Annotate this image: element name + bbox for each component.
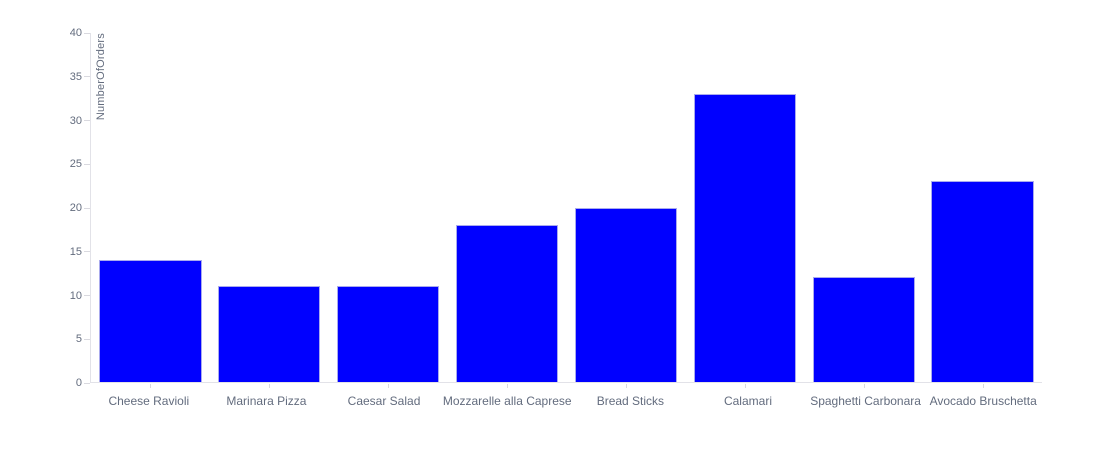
bar-calamari[interactable]	[693, 94, 796, 382]
bar-marinara-pizza[interactable]	[218, 286, 321, 382]
bar-mozzarelle-alla-caprese[interactable]	[455, 224, 559, 382]
x-axis-label: Calamari	[723, 394, 772, 408]
y-tick-mark	[84, 338, 90, 340]
x-axis-label: Mozzarelle alla Caprese	[442, 394, 572, 408]
x-tick-mark	[506, 384, 508, 388]
bar-spaghetti-carbonara[interactable]	[812, 277, 915, 382]
x-tick-mark	[625, 384, 627, 388]
y-tick-mark	[84, 251, 90, 253]
bar-cheese-ravioli[interactable]	[99, 259, 202, 382]
bar-slot	[685, 33, 804, 382]
plot-area	[90, 33, 1042, 383]
x-tick-mark	[387, 384, 389, 388]
bars-container	[91, 33, 1042, 382]
y-tick-mark	[84, 76, 90, 78]
y-tick-mark	[84, 207, 90, 209]
y-tick-mark	[84, 120, 90, 121]
y-tick-label: 15	[69, 245, 82, 258]
x-tick-mark	[149, 384, 151, 388]
bar-slot	[567, 33, 686, 382]
bar-slot	[210, 33, 329, 382]
x-axis-labels: Cheese Ravioli Marinara Pizza Caesar Salad…	[90, 394, 1042, 408]
x-axis-label: Marinara Pizza	[226, 394, 307, 408]
bar-caesar-salad[interactable]	[337, 286, 440, 382]
y-tick-label: 0	[75, 377, 82, 389]
bar-slot	[329, 33, 448, 382]
y-tick-label: 10	[69, 289, 82, 302]
bar-avocado-bruschetta[interactable]	[931, 181, 1034, 382]
y-tick-label: 5	[75, 333, 82, 346]
x-axis-label: Avocado Bruschetta	[929, 394, 1037, 408]
y-tick-mark	[84, 163, 90, 165]
x-axis-label: Caesar Salad	[347, 394, 421, 408]
x-axis-label: Spaghetti Carbonara	[810, 394, 921, 408]
y-tick-mark	[84, 295, 90, 296]
y-tick-label: 30	[69, 114, 82, 127]
y-tick-mark	[84, 382, 90, 384]
bar-bread-sticks[interactable]	[574, 207, 678, 382]
y-tick-label: 40	[69, 27, 82, 39]
bar-slot	[91, 33, 210, 382]
y-tick-label: 20	[69, 202, 82, 214]
bar-slot	[923, 33, 1042, 382]
x-tick-mark	[982, 384, 984, 388]
y-tick-label: 25	[69, 158, 82, 171]
y-tick-label: 35	[69, 70, 82, 83]
bar-slot	[448, 33, 567, 382]
x-axis-label: Bread Sticks	[596, 394, 665, 408]
x-tick-mark	[268, 384, 270, 388]
x-tick-mark	[744, 384, 746, 388]
bar-slot	[804, 33, 923, 382]
x-axis-label: Cheese Ravioli	[108, 394, 190, 408]
x-tick-mark	[863, 384, 865, 388]
y-tick-mark	[84, 32, 90, 34]
